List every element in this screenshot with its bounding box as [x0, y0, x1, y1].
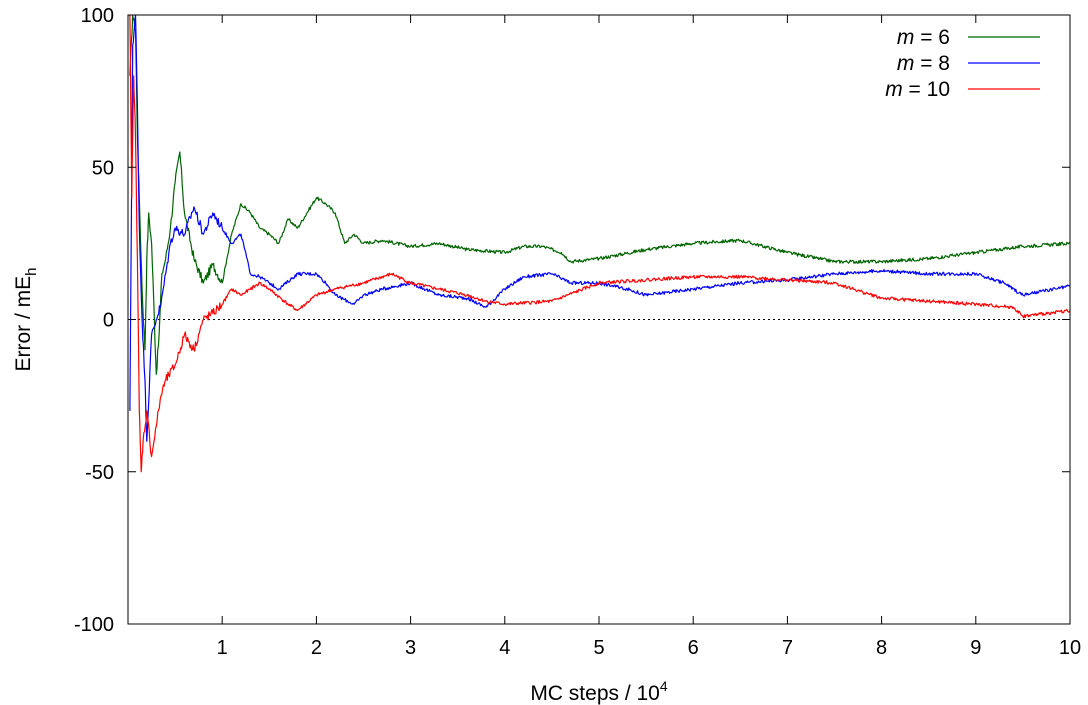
- x-tick-label: 1: [217, 637, 228, 659]
- x-tick-label: 10: [1059, 637, 1081, 659]
- x-axis-label: MC steps / 104: [530, 678, 668, 705]
- y-tick-label: 100: [81, 5, 114, 27]
- series-layer: [129, 15, 1070, 473]
- series-line-1: [129, 15, 1070, 375]
- x-tick-label: 7: [782, 637, 793, 659]
- series-line-3: [129, 15, 1070, 473]
- legend: m = 6 m = 8 m = 10: [885, 26, 1040, 101]
- legend-label-2: m = 8: [897, 52, 950, 75]
- legend-label-1: m = 6: [897, 26, 950, 49]
- x-tick-label: 9: [970, 637, 981, 659]
- x-tick-label: 4: [499, 637, 510, 659]
- y-tick-label: -50: [85, 462, 114, 484]
- x-tick-label: 3: [405, 637, 416, 659]
- axis-layer: 1 2 3 4 5 6 7 8 9 10 -100 -50 0 50 100: [74, 5, 1081, 659]
- x-tick-label: 5: [593, 637, 604, 659]
- y-axis-label: Error / mEh: [12, 267, 40, 371]
- series-line-2: [129, 15, 1070, 442]
- x-tick-label: 2: [311, 637, 322, 659]
- y-tick-label: -100: [74, 614, 114, 636]
- x-tick-label: 8: [876, 637, 887, 659]
- legend-label-3: m = 10: [885, 78, 950, 101]
- x-tick-label: 6: [688, 637, 699, 659]
- y-tick-label: 0: [103, 310, 114, 332]
- y-tick-label: 50: [92, 157, 114, 179]
